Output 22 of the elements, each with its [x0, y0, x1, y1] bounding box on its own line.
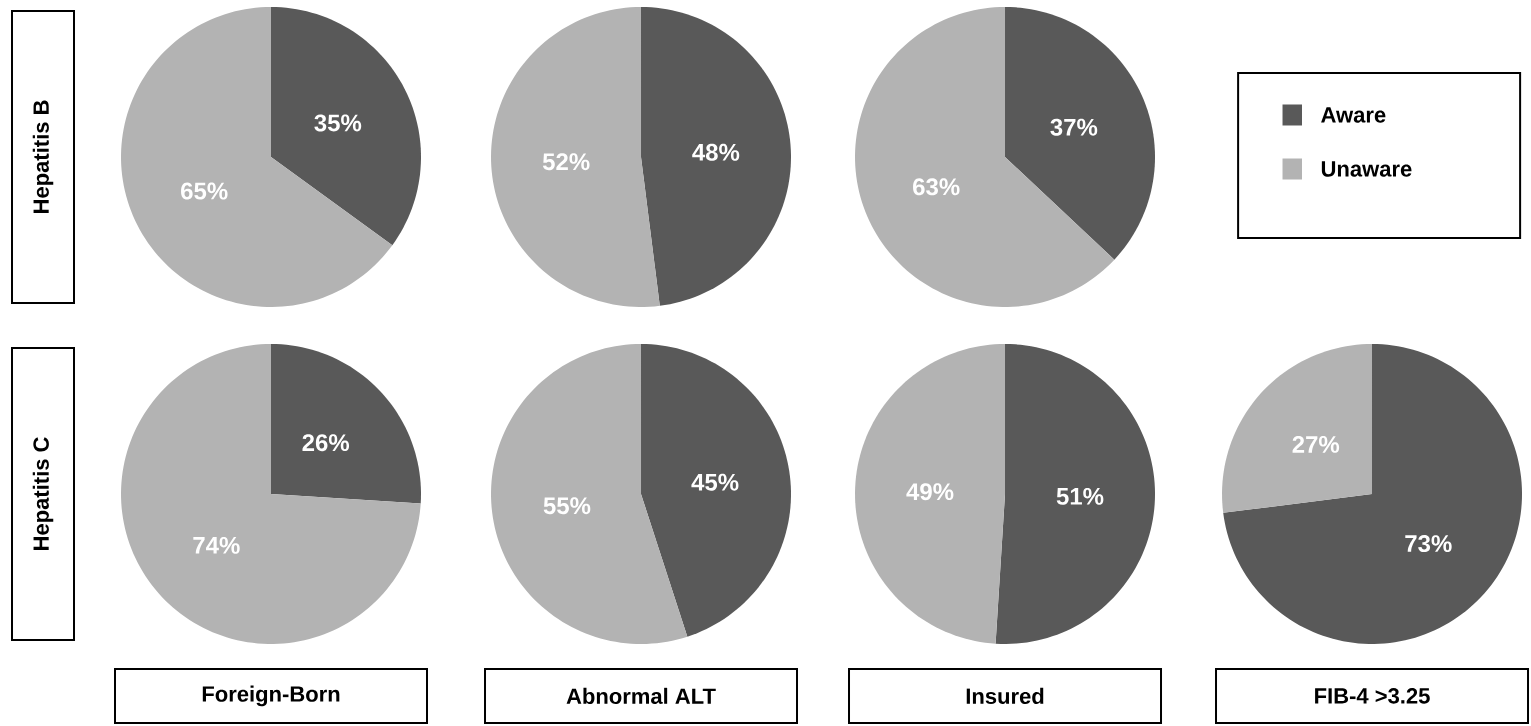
text: Foreign-Born: [202, 685, 340, 707]
data-label: 63%: [913, 178, 960, 196]
text: Hepatitis B: [32, 100, 54, 213]
legend-label: Aware: [1321, 107, 1386, 123]
text: Abnormal ALT: [566, 687, 716, 704]
data-label: 45%: [691, 473, 739, 491]
text: Insured: [966, 687, 1044, 704]
text: FIB-4 >3.25: [1315, 688, 1430, 704]
data-label: 37%: [1050, 118, 1098, 136]
data-label: 52%: [542, 153, 590, 171]
text: Hepatitis C: [32, 437, 54, 550]
data-label: 27%: [1292, 435, 1340, 453]
data-label: 65%: [181, 182, 228, 200]
data-label: 26%: [302, 434, 350, 452]
data-label: 49%: [906, 483, 954, 501]
data-label: 55%: [543, 497, 591, 515]
data-label: 51%: [1056, 487, 1104, 505]
data-label: 35%: [314, 114, 362, 132]
legend-label: Unaware: [1321, 161, 1412, 177]
data-label: 48%: [692, 143, 740, 161]
data-label: 73%: [1405, 535, 1452, 553]
data-label: 74%: [193, 536, 240, 554]
